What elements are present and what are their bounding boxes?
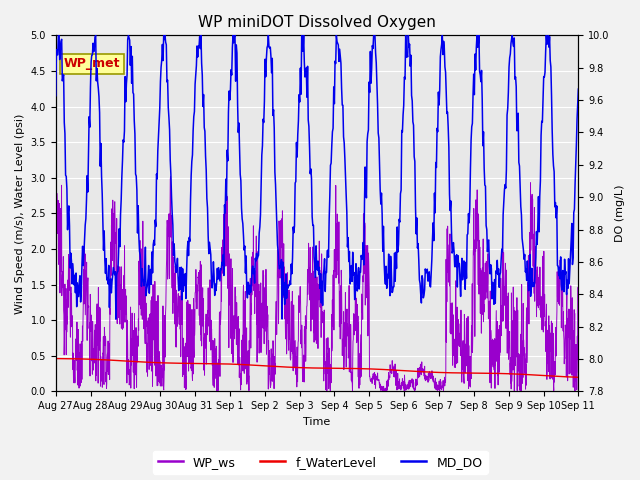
Legend: WP_ws, f_WaterLevel, MD_DO: WP_ws, f_WaterLevel, MD_DO [152, 451, 488, 474]
Y-axis label: Wind Speed (m/s), Water Level (psi): Wind Speed (m/s), Water Level (psi) [15, 113, 25, 313]
Title: WP miniDOT Dissolved Oxygen: WP miniDOT Dissolved Oxygen [198, 15, 436, 30]
Text: WP_met: WP_met [63, 58, 120, 71]
Y-axis label: DO (mg/L): DO (mg/L) [615, 185, 625, 242]
X-axis label: Time: Time [303, 417, 331, 427]
